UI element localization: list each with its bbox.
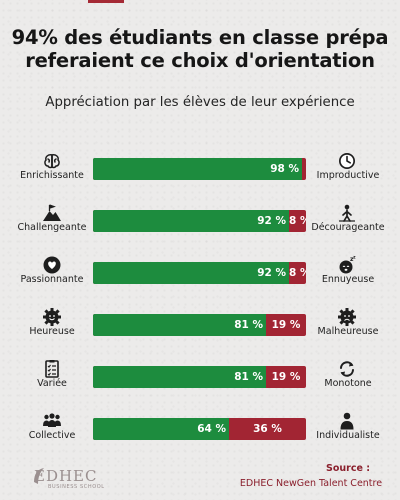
checklist-icon — [42, 359, 62, 379]
chart-row: Variée 81 % 19 % Monotone — [0, 359, 400, 403]
negative-label: Décourageante — [311, 222, 385, 233]
svg-text:z: z — [350, 256, 354, 263]
negative-value-label: 8 % — [289, 267, 306, 279]
source-label: Source : — [326, 463, 370, 474]
source-text: EDHEC NewGen Talent Centre — [239, 478, 383, 489]
positive-segment: 81 % — [93, 366, 266, 388]
positive-label: Enrichissante — [20, 170, 84, 181]
positive-label: Variée — [37, 378, 67, 389]
positive-segment: 64 % — [93, 418, 229, 440]
stacked-bar: 81 % 19 % — [93, 366, 306, 388]
negative-label: Monotone — [324, 378, 372, 389]
positive-segment: 98 % — [93, 158, 302, 180]
cycle-arrows-icon — [337, 359, 357, 379]
brain-icon — [42, 151, 62, 171]
chart-row: Challengeante 92 %8 % Décourageante — [0, 203, 400, 247]
chart-subtitle: Appréciation par les élèves de leur expé… — [45, 95, 355, 110]
happy-gear-icon — [42, 307, 62, 327]
logo-swoosh-icon — [34, 468, 44, 484]
chart-row: Enrichissante 98 % Improductive — [0, 151, 400, 195]
positive-segment: 92 % — [93, 262, 289, 284]
title-line-1: 94% des étudiants en classe prépa — [11, 26, 389, 49]
group-icon — [42, 411, 62, 431]
positive-value-label: 64 % — [197, 423, 226, 435]
positive-label: Passionnante — [20, 274, 84, 285]
svg-text:z: z — [353, 256, 356, 261]
top-accent-bar — [88, 0, 124, 3]
clock-icon — [337, 151, 357, 171]
positive-segment: 92 % — [93, 210, 289, 232]
chart-row: Heureuse 81 % 19 % Malheureuse — [0, 307, 400, 351]
positive-label: Collective — [28, 430, 76, 441]
discouraged-icon — [337, 203, 357, 223]
chart-title: 94% des étudiants en classe prépa refera… — [0, 26, 400, 72]
positive-value-label: 98 % — [270, 163, 299, 175]
positive-value-label: 81 % — [234, 371, 263, 383]
logo-tagline: BUSINESS SCHOOL — [48, 484, 105, 490]
mountain-flag-icon — [42, 203, 62, 223]
negative-value-label: 36 % — [253, 423, 282, 435]
negative-label: Individualiste — [316, 430, 380, 441]
negative-label: Ennuyeuse — [321, 274, 375, 285]
positive-label: Heureuse — [29, 326, 75, 337]
logo-name: EDHEC — [34, 467, 98, 485]
chart-row: Collective 64 % 36 % Individualiste — [0, 411, 400, 455]
stacked-bar: 98 % — [93, 158, 306, 180]
positive-segment: 81 % — [93, 314, 266, 336]
heart-hand-icon — [42, 255, 62, 275]
negative-value-label: 19 % — [271, 371, 301, 383]
positive-value-label: 92 % — [257, 267, 286, 279]
title-line-2: referaient ce choix d'orientation — [25, 49, 375, 72]
negative-value-label: 8 % — [289, 215, 306, 227]
stacked-bar: 81 % 19 % — [93, 314, 306, 336]
stacked-bar: 64 % 36 % — [93, 418, 306, 440]
sad-gear-icon — [337, 307, 357, 327]
positive-value-label: 81 % — [234, 319, 263, 331]
stacked-bar: 92 %8 % — [93, 210, 306, 232]
positive-value-label: 92 % — [257, 215, 286, 227]
negative-label: Improductive — [316, 170, 380, 181]
edhec-logo: EDHEC BUSINESS SCHOOL — [34, 467, 144, 493]
positive-label: Challengeante — [17, 222, 87, 233]
negative-value-label: 19 % — [271, 319, 301, 331]
person-icon — [337, 411, 357, 431]
stacked-bar: 92 %8 % — [93, 262, 306, 284]
negative-label: Malheureuse — [317, 326, 379, 337]
